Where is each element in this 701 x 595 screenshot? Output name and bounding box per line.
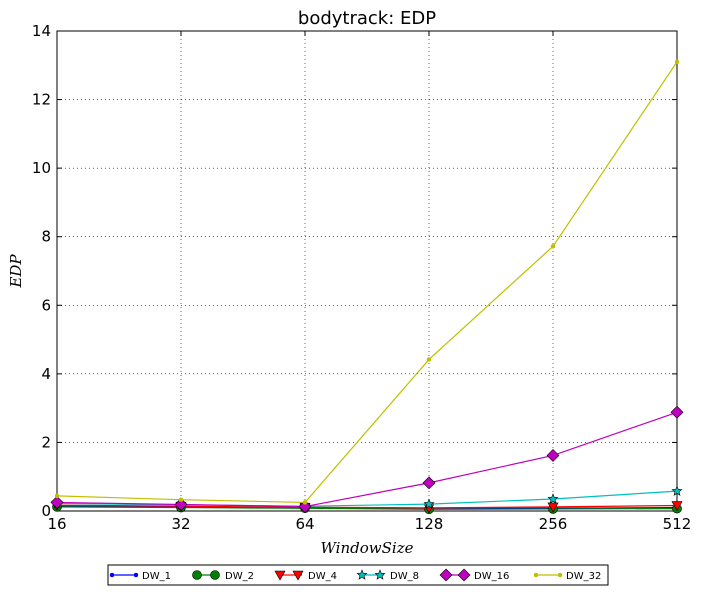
legend-marker xyxy=(533,572,539,578)
data-point xyxy=(54,493,60,499)
data-point xyxy=(546,449,560,462)
data-point xyxy=(426,357,432,362)
series-group xyxy=(50,59,684,515)
y-tick-label: 2 xyxy=(41,433,51,451)
data-point xyxy=(671,501,683,512)
data-point xyxy=(174,498,188,511)
legend-marker xyxy=(374,569,386,580)
x-tick-label: 512 xyxy=(663,515,692,533)
grid-lines xyxy=(57,31,677,511)
legend-marker xyxy=(109,572,115,578)
series-line xyxy=(56,61,678,504)
y-tick-label: 0 xyxy=(41,502,51,520)
legend-marker xyxy=(133,572,139,578)
legend-marker xyxy=(557,572,563,578)
legend-item-dw-1: DW_1 xyxy=(109,571,171,582)
data-point xyxy=(422,476,436,490)
x-tick-label: 32 xyxy=(171,515,190,533)
series-line xyxy=(56,504,678,509)
legend-box xyxy=(107,564,609,586)
legend-item-dw-32: DW_32 xyxy=(533,571,601,582)
series-dw-16 xyxy=(50,405,684,513)
legend-label: DW_1 xyxy=(142,571,171,582)
x-tick-label: 256 xyxy=(539,515,568,533)
series-line xyxy=(56,411,678,508)
legend-label: DW_8 xyxy=(390,571,419,582)
x-tick-label: 128 xyxy=(415,515,444,533)
x-tick-label: 64 xyxy=(295,515,314,533)
y-tick-label: 10 xyxy=(32,159,51,177)
y-axis-label: EDP xyxy=(7,254,25,289)
series-line xyxy=(56,506,678,510)
data-point xyxy=(178,497,184,502)
data-point xyxy=(423,498,435,509)
y-tick-label: 4 xyxy=(41,365,51,383)
y-tick-label: 12 xyxy=(32,91,51,109)
legend-marker xyxy=(210,570,220,580)
legend-marker xyxy=(457,568,471,582)
legend-marker xyxy=(292,570,304,581)
data-point xyxy=(674,59,680,65)
legend-item-dw-4: DW_4 xyxy=(274,570,337,582)
data-point xyxy=(50,496,64,509)
x-tick-label: 16 xyxy=(47,515,66,533)
legend-item-dw-16: DW_16 xyxy=(439,568,509,582)
data-point xyxy=(547,502,559,513)
chart-title: bodytrack: EDP xyxy=(298,8,436,29)
x-axis-label: WindowSize xyxy=(321,539,414,557)
data-point xyxy=(670,405,684,419)
legend-label: DW_32 xyxy=(566,571,601,582)
data-point xyxy=(298,500,312,513)
legend-marker xyxy=(192,570,202,580)
legend-label: DW_2 xyxy=(225,571,254,582)
y-tick-label: 8 xyxy=(41,228,51,246)
legend: DW_1 DW_2 DW_4 DW_8 DW_16 DW_32 xyxy=(107,564,609,586)
y-tick-label: 14 xyxy=(32,22,51,40)
data-point xyxy=(302,500,308,505)
axis-ticks: 16 32 64 128 256 512 0 2 4 6 8 10 12 14 xyxy=(32,22,691,533)
y-tick-label: 6 xyxy=(41,296,51,314)
legend-item-dw-8: DW_8 xyxy=(356,569,419,582)
legend-marker xyxy=(356,569,368,580)
legend-label: DW_4 xyxy=(308,571,337,582)
legend-marker xyxy=(274,570,286,581)
legend-marker xyxy=(439,568,453,582)
plot-frame xyxy=(56,30,678,512)
data-point xyxy=(547,493,559,504)
series-dw-32 xyxy=(54,59,680,505)
data-point xyxy=(671,485,683,496)
data-point xyxy=(550,244,556,249)
legend-item-dw-2: DW_2 xyxy=(192,570,254,582)
legend-label: DW_16 xyxy=(474,571,509,582)
